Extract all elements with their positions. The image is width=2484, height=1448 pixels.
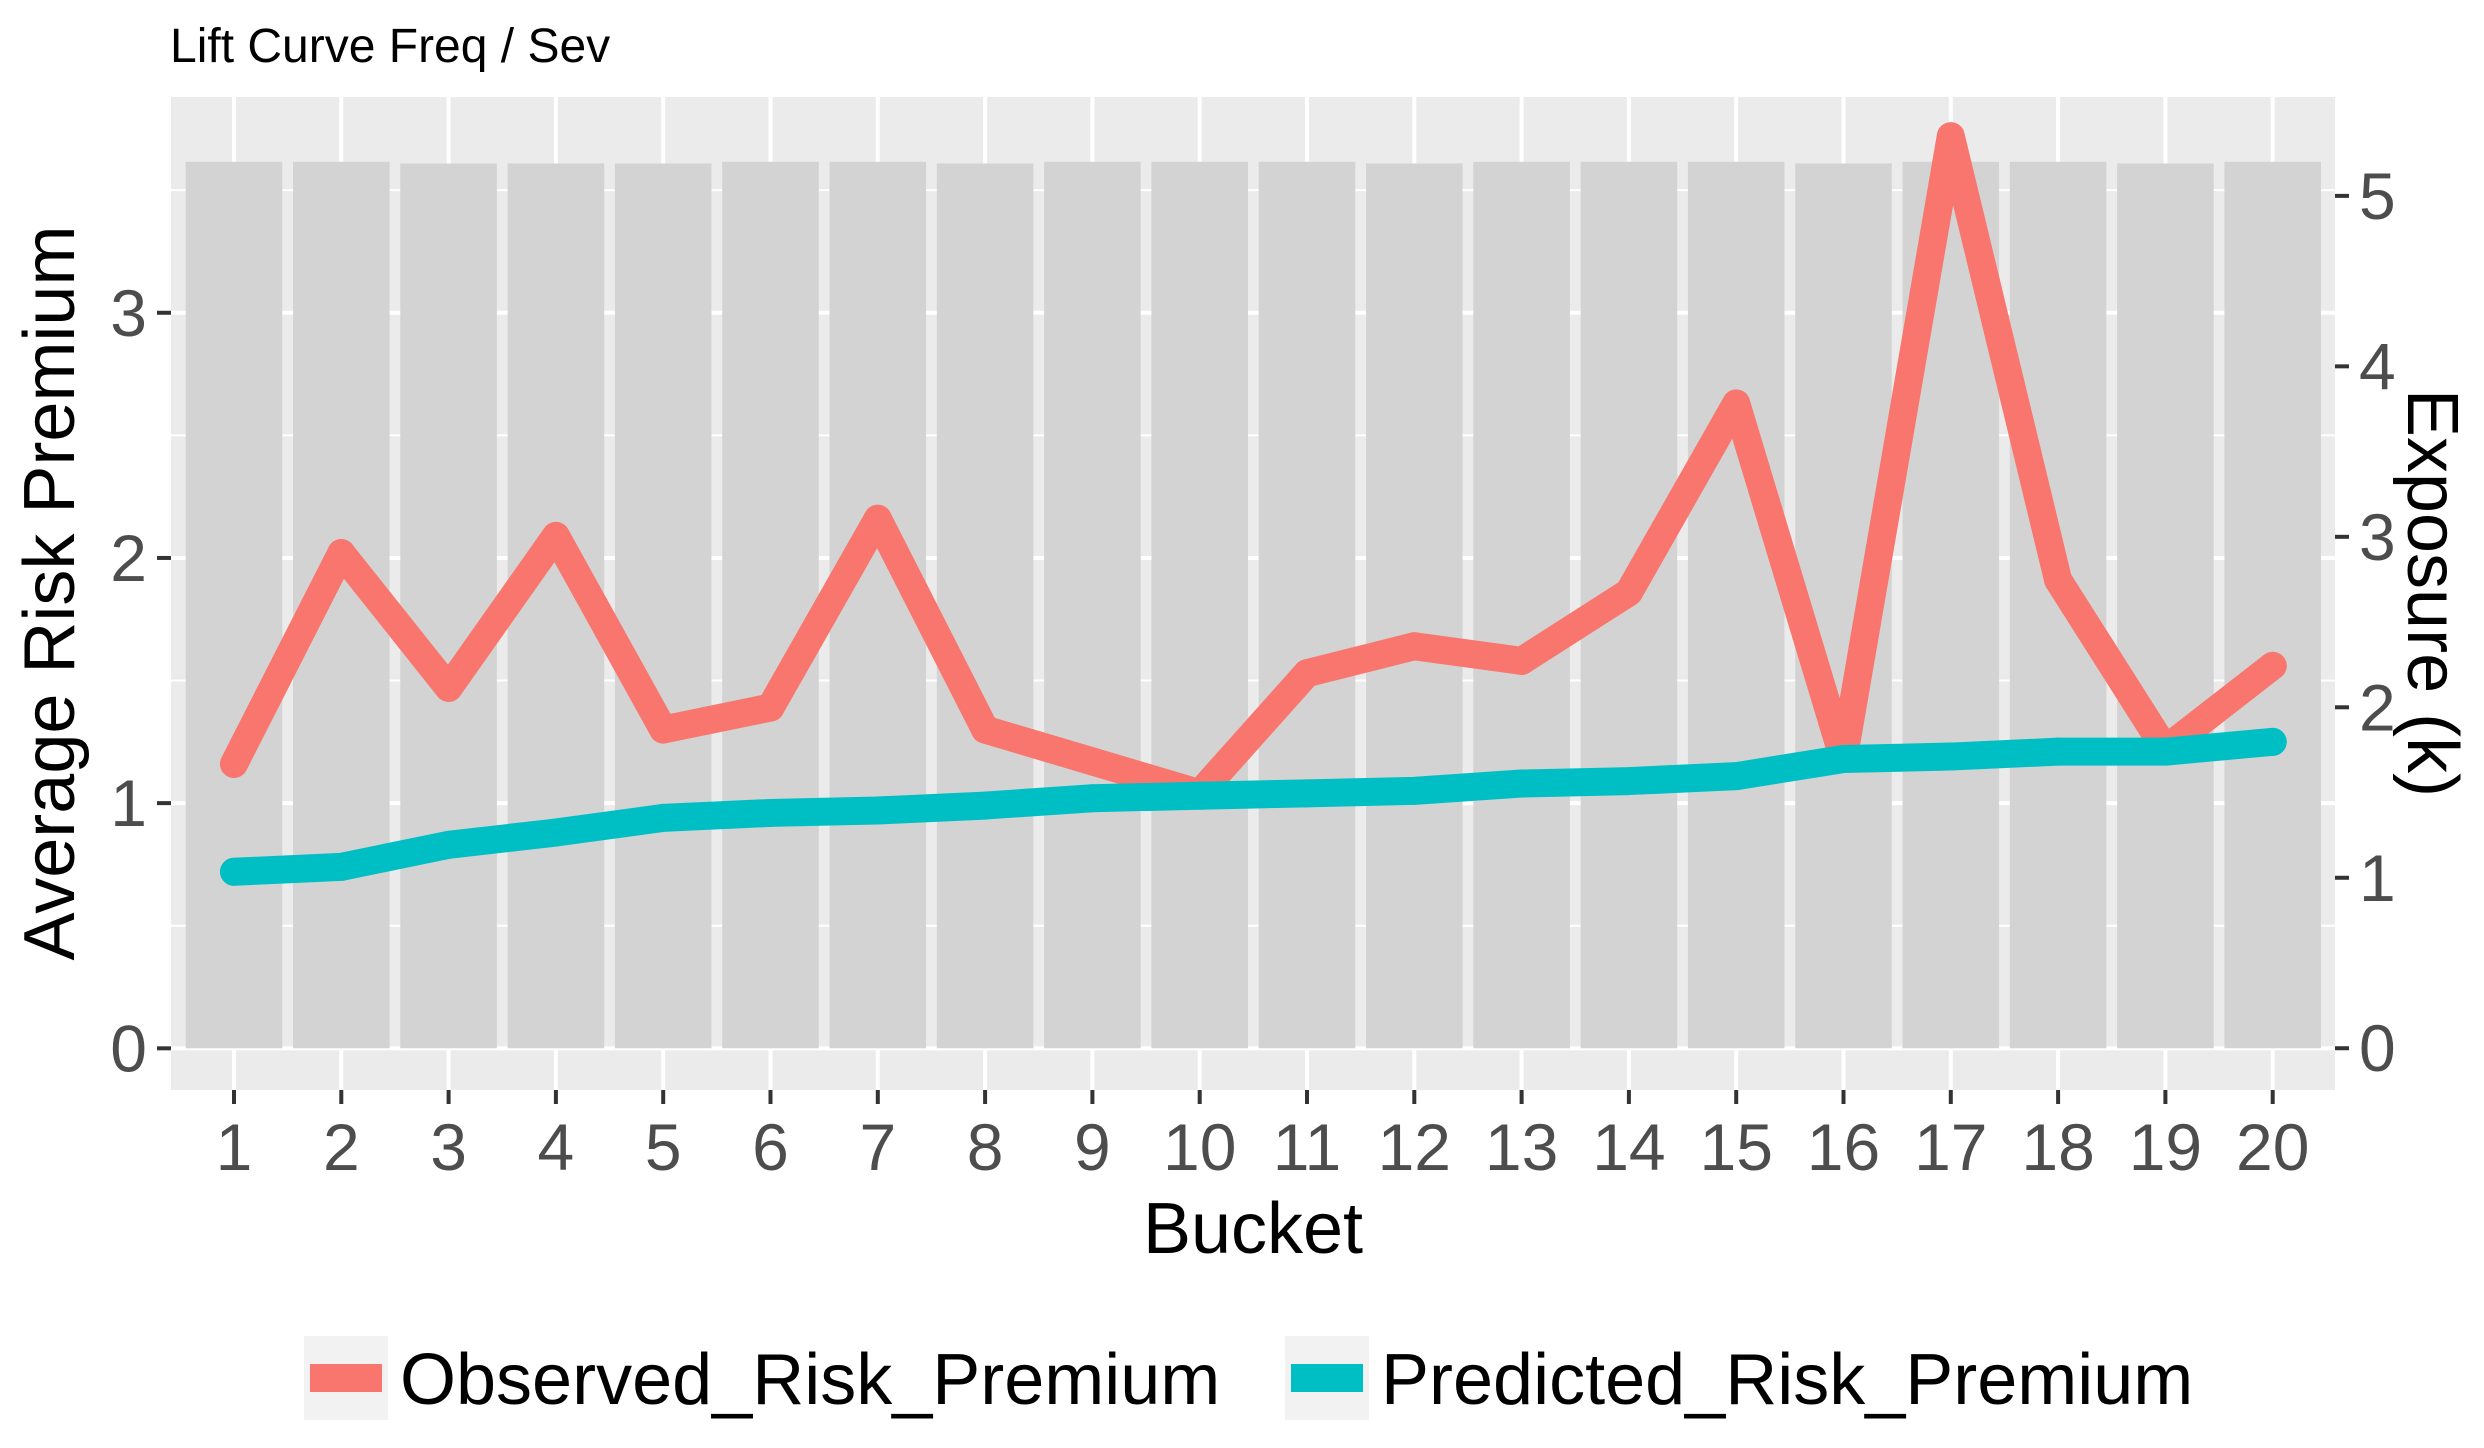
x-tick-label: 9 (1074, 1110, 1111, 1184)
exposure-bar (1151, 161, 1248, 1049)
exposure-bar (2224, 161, 2321, 1049)
y-axis-title: Average Risk Premium (10, 226, 90, 961)
x-tick-label: 11 (1273, 1110, 1342, 1184)
y-tick-label: 2 (110, 521, 147, 595)
chart-title: Lift Curve Freq / Sev (170, 20, 610, 73)
series-point (541, 818, 570, 847)
y-tick-label: 1 (110, 766, 147, 840)
series-point (971, 791, 1000, 820)
exposure-bar (936, 163, 1034, 1049)
legend-label: Predicted_Risk_Premium (1381, 1340, 2193, 1420)
x-tick-label: 7 (859, 1110, 896, 1184)
x-tick-label: 13 (1485, 1110, 1558, 1184)
y2-tick-label: 4 (2359, 329, 2396, 403)
series-point (756, 693, 785, 722)
y-axis-left: 0 1 2 3 (110, 276, 171, 1085)
series-point (1614, 767, 1643, 796)
exposure-bar (722, 161, 819, 1049)
y2-tick-label: 0 (2359, 1011, 2396, 1085)
series-point (1400, 632, 1429, 661)
series-point (1722, 389, 1751, 418)
x-tick-label: 20 (2236, 1110, 2309, 1184)
series-point (1936, 742, 1965, 771)
series-point (1293, 659, 1321, 688)
series-point (327, 539, 356, 568)
series-line-observed-risk-premium (220, 122, 2287, 808)
series-point (2258, 727, 2287, 756)
exposure-bar (400, 163, 497, 1049)
series-point (971, 715, 1000, 744)
x-tick-label: 19 (2129, 1110, 2202, 1184)
series-point (1293, 779, 1321, 808)
y-tick-label: 3 (110, 276, 147, 350)
series-point (2044, 566, 2073, 595)
y-tick-label: 0 (110, 1011, 147, 1085)
series-point (2044, 737, 2073, 766)
y-axis-right: 0 1 2 3 4 5 (2335, 159, 2396, 1085)
exposure-bar (1044, 161, 1141, 1049)
legend-label: Observed_Risk_Premium (400, 1340, 1220, 1420)
series-point (863, 796, 892, 825)
series-point (1185, 781, 1214, 810)
x-tick-label: 17 (1914, 1110, 1987, 1184)
series-point (863, 504, 892, 533)
x-tick-label: 4 (538, 1110, 575, 1184)
x-tick-label: 2 (323, 1110, 360, 1184)
exposure-bar (2117, 163, 2214, 1049)
y2-tick-label: 3 (2359, 500, 2396, 574)
x-tick-label: 10 (1163, 1110, 1236, 1184)
y2-tick-label: 2 (2359, 670, 2396, 744)
x-tick-label: 15 (1699, 1110, 1772, 1184)
series-point (1936, 122, 1965, 151)
exposure-bar (1687, 161, 1785, 1049)
x-tick-label: 16 (1807, 1110, 1880, 1184)
series-point (649, 803, 678, 832)
series-point (649, 715, 678, 744)
series-point (1507, 646, 1536, 675)
series-point (1078, 747, 1107, 776)
series-point (1507, 769, 1536, 798)
x-tick-label: 8 (967, 1110, 1004, 1184)
x-tick-label: 5 (645, 1110, 682, 1184)
risk-premium-lines (220, 122, 2287, 886)
series-line-predicted-risk-premium (220, 727, 2287, 886)
x-axis: 1 2 3 4 5 6 7 8 9 10 11 12 13 14 15 16 17 18 19 20 (216, 1090, 2309, 1184)
x-tick-label: 12 (1378, 1110, 1451, 1184)
series-point (1078, 784, 1107, 813)
exposure-bar (185, 161, 283, 1049)
series-point (327, 852, 356, 881)
legend: Observed_Risk_Premium Predicted_Risk_Prem… (304, 1336, 2193, 1420)
exposure-bar (1473, 161, 1570, 1049)
series-point (2258, 651, 2287, 680)
series-point (541, 521, 570, 550)
x-tick-label: 1 (216, 1110, 253, 1184)
series-point (434, 673, 463, 702)
x-tick-label: 18 (2021, 1110, 2094, 1184)
series-point (220, 857, 248, 886)
y2-axis-title: Exposure (k) (2392, 389, 2472, 797)
x-axis-title: Bucket (1143, 1189, 1363, 1269)
exposure-bar (614, 163, 712, 1049)
series-point (1829, 745, 1858, 773)
y2-tick-label: 1 (2359, 841, 2396, 915)
series-point (1614, 578, 1643, 607)
series-point (1722, 762, 1751, 791)
x-tick-label: 3 (430, 1110, 467, 1184)
x-tick-label: 6 (752, 1110, 789, 1184)
series-point (1400, 776, 1429, 805)
x-tick-label: 14 (1592, 1110, 1665, 1184)
y2-tick-label: 5 (2359, 159, 2396, 233)
series-point (2151, 737, 2180, 766)
series-point (220, 749, 248, 778)
series-point (434, 830, 463, 859)
exposure-bar (1366, 163, 1463, 1049)
series-point (756, 798, 785, 827)
exposure-bar (1258, 161, 1356, 1049)
